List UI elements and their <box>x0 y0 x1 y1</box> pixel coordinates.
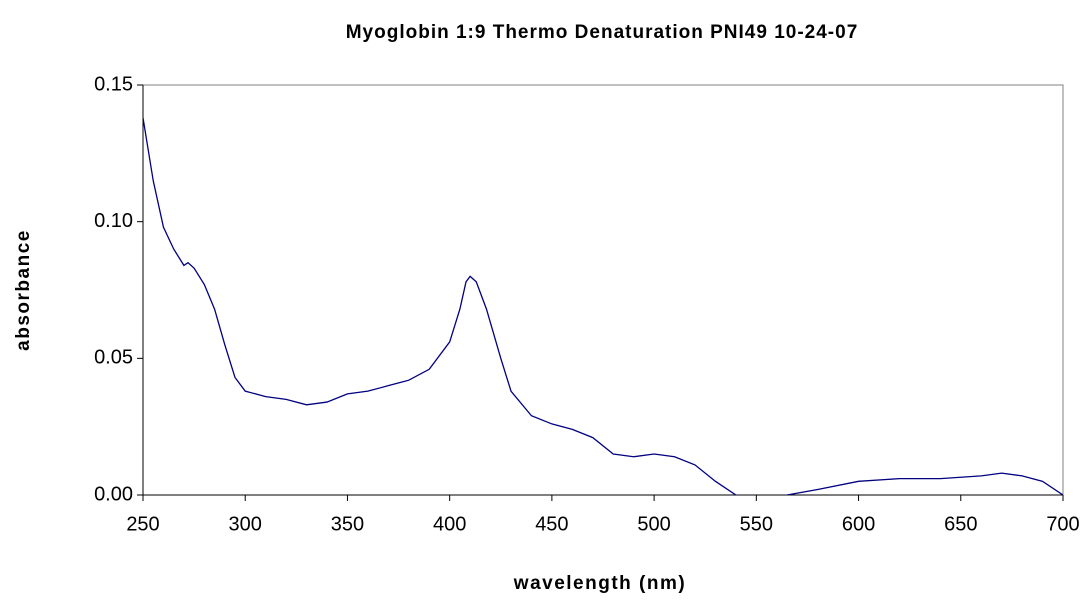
x-tick-label: 500 <box>637 513 670 535</box>
y-tick-label: 0.05 <box>94 347 133 369</box>
y-tick-label: 0.15 <box>94 73 133 95</box>
y-tick-label: 0.10 <box>94 210 133 232</box>
y-tick-label: 0.00 <box>94 483 133 505</box>
x-tick-label: 700 <box>1046 513 1079 535</box>
x-tick-label: 650 <box>944 513 977 535</box>
x-tick-label: 350 <box>331 513 364 535</box>
x-tick-label: 600 <box>842 513 875 535</box>
x-tick-label: 550 <box>740 513 773 535</box>
plot-area <box>142 84 1064 496</box>
data-line <box>143 117 1063 495</box>
x-tick-label: 450 <box>535 513 568 535</box>
chart-title: Myoglobin 1:9 Thermo Denaturation PNI49 … <box>346 22 859 43</box>
x-axis-label: wavelength (nm) <box>513 573 686 594</box>
x-tick-label: 400 <box>433 513 466 535</box>
x-tick-label: 300 <box>229 513 262 535</box>
y-axis-label: absorbance <box>13 229 34 351</box>
x-tick-label: 250 <box>126 513 159 535</box>
